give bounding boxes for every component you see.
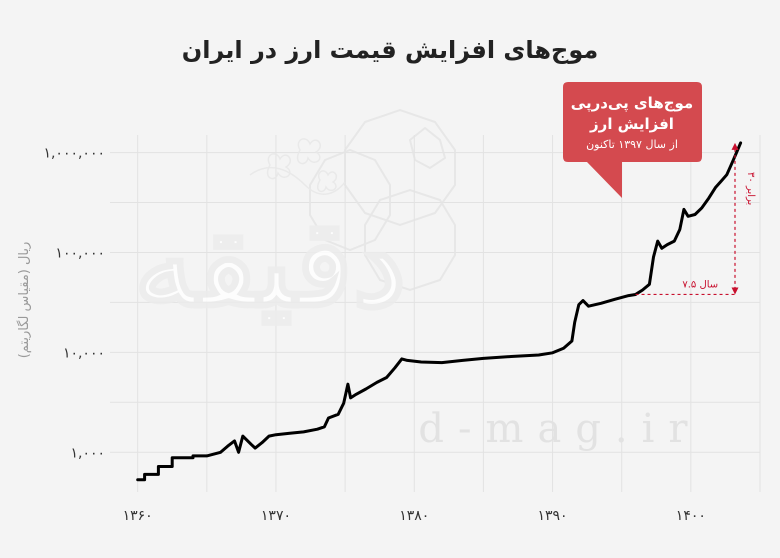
watermark-site: d-mag.ir bbox=[418, 406, 701, 452]
y-tick-label: ۱۰,۰۰۰ bbox=[63, 345, 105, 361]
x-tick-label: ۱۴۰۰ bbox=[676, 508, 706, 524]
y-axis-label: ریال (مقیاس لگاریتم) bbox=[16, 242, 32, 359]
series-line bbox=[136, 141, 743, 482]
x-tick-label: ۱۳۷۰ bbox=[261, 508, 291, 524]
logo-calligraphy: دقیقه bbox=[134, 193, 406, 334]
arrow-up-icon bbox=[731, 142, 739, 150]
y-tick-labels: ۱,۰۰۰ ۱۰,۰۰۰ ۱۰۰,۰۰۰ ۱,۰۰۰,۰۰۰ bbox=[43, 146, 105, 462]
callout-bubble: موج‌های پی‌درپی افزایش ارز از سال ۱۳۹۷ ت… bbox=[563, 82, 702, 198]
x-tick-label: ۱۳۹۰ bbox=[538, 508, 568, 524]
arrow-down-icon bbox=[731, 287, 739, 295]
callout-subtitle: از سال ۱۳۹۷ تاکنون bbox=[586, 138, 678, 151]
annotation-horizontal-label: ۷.۵ سال bbox=[682, 279, 718, 290]
watermark-logo: دقیقه bbox=[132, 108, 456, 336]
callout-shape bbox=[563, 82, 702, 198]
y-tick-label: ۱۰۰,۰۰۰ bbox=[55, 245, 105, 261]
flower-icon bbox=[249, 138, 346, 195]
chart-title: موج‌های افزایش قیمت ارز در ایران bbox=[182, 36, 599, 64]
ornament-icon bbox=[309, 108, 456, 292]
callout-title-line-1: موج‌های پی‌درپی bbox=[571, 94, 693, 113]
x-tick-label: ۱۳۸۰ bbox=[399, 508, 429, 524]
y-tick-label: ۱,۰۰۰ bbox=[70, 445, 105, 461]
callout-title-line-2: افزایش ارز bbox=[589, 115, 674, 133]
x-tick-label: ۱۳۶۰ bbox=[123, 508, 153, 524]
x-tick-labels: ۱۳۶۰ ۱۳۷۰ ۱۳۸۰ ۱۳۹۰ ۱۴۰۰ bbox=[123, 508, 706, 524]
y-tick-label: ۱,۰۰۰,۰۰۰ bbox=[43, 146, 105, 162]
annotation-group: ۷.۵ سال ۳۰ برابر bbox=[635, 142, 756, 296]
annotation-vertical-label: ۳۰ برابر bbox=[745, 172, 756, 205]
